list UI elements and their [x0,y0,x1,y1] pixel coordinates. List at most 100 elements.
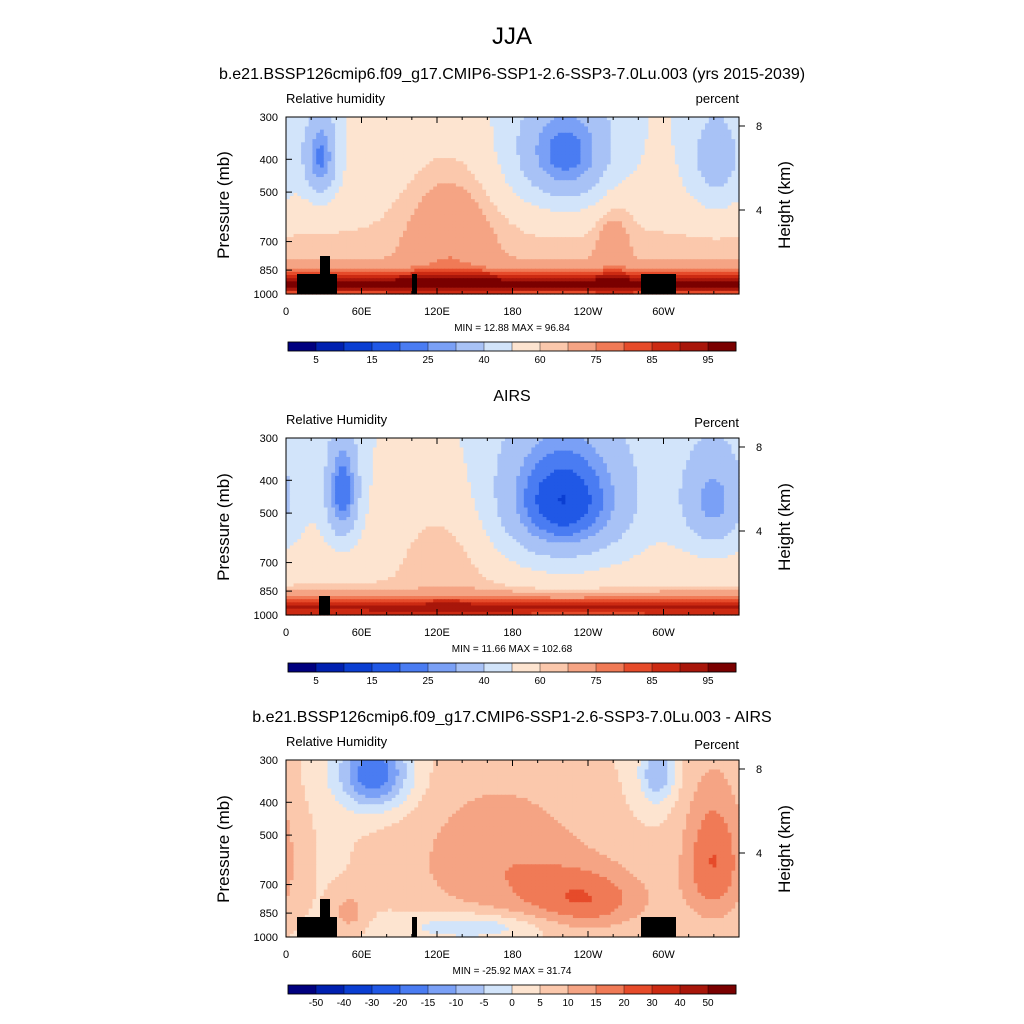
terrain-africa-peak [320,256,330,294]
x-tick-label: 120W [574,949,603,961]
colorbar-swatch [595,984,625,995]
panel-2-terrain [319,596,330,615]
y-tick-label: 300 [260,755,278,767]
colorbar-label: 95 [702,355,714,366]
colorbar-swatch [455,984,485,995]
x-tick-label: 180 [503,306,521,318]
colorbar-label: -40 [337,998,352,1009]
colorbar-label: 30 [646,998,658,1009]
colorbar-label: 75 [590,355,602,366]
colorbar-swatch [315,984,345,995]
colorbar-swatch [287,984,317,995]
terrain-africa [319,596,330,615]
y-tick-label: 1000 [254,289,278,301]
colorbar-swatch [427,984,457,995]
panel-2-plot-area: 0 60E 120E 180 120W 60W 300 400 500 700 850 1000 8 4 [254,433,763,639]
terrain-maritime [412,274,417,294]
panel-2-ylabel-right: Height (km) [775,483,794,571]
terrain-andes [641,274,676,294]
y-tick-label: 400 [260,154,278,166]
y-tick-label: 300 [260,433,278,445]
y-tick-label: 700 [260,558,278,570]
panel-1-plot-area: 0 60E 120E 180 120W 60W 300 400 500 700 850 1000 8 4 [254,112,763,318]
x-tick-label: 120E [424,627,450,639]
x-tick-label: 180 [503,949,521,961]
height-tick-label: 4 [756,848,762,860]
y-tick-label: 400 [260,475,278,487]
panel-3-title: b.e21.BSSP126cmip6.f09_g17.CMIP6-SSP1-2.… [252,709,771,726]
x-tick-label: 0 [283,627,289,639]
colorbar-swatch [539,984,569,995]
colorbar-swatch [539,662,569,673]
colorbar-swatch [679,662,709,673]
colorbar-swatch [623,984,653,995]
colorbar-swatch [483,662,513,673]
colorbar-swatch [343,662,373,673]
panel-2-right-label: Percent [694,415,739,430]
panel-1-left-label: Relative humidity [286,91,385,106]
colorbar-label: 60 [534,676,546,687]
y-tick-label: 300 [260,112,278,124]
panel-2-colorbar: 5 15 25 40 60 75 85 95 [287,662,737,687]
colorbar-swatch [399,662,429,673]
colorbar-label: 5 [313,355,319,366]
terrain-africa-base [297,274,337,294]
panel-1-terrain [297,256,676,294]
x-tick-label: 60E [352,306,372,318]
colorbar-label: 40 [478,355,490,366]
colorbar-label: -50 [309,998,324,1009]
colorbar-label: 85 [646,676,658,687]
colorbar-label: 5 [537,998,543,1009]
colorbar-swatch [287,662,317,673]
colorbar-label: 15 [366,676,378,687]
height-tick-label: 8 [756,121,762,133]
panel-1: b.e21.BSSP126cmip6.f09_g17.CMIP6-SSP1-2.… [214,66,805,366]
colorbar-label: 25 [422,355,434,366]
colorbar-frame [287,341,737,352]
colorbar-swatch [651,984,681,995]
colorbar-swatch [623,341,653,352]
y-tick-label: 1000 [254,932,278,944]
panel-2: AIRS Relative Humidity Percent 0 60E 120E 1… [214,388,794,687]
panel-2-left-label: Relative Humidity [286,412,388,427]
x-tick-label: 60E [352,627,372,639]
y-tick-label: 1000 [254,610,278,622]
colorbar-swatch [287,341,317,352]
panel-3-ylabel-right: Height (km) [775,805,794,893]
panel-2-title: AIRS [493,388,530,405]
panel-3: b.e21.BSSP126cmip6.f09_g17.CMIP6-SSP1-2.… [214,709,794,1009]
colorbar-label: 25 [422,676,434,687]
x-tick-label: 0 [283,306,289,318]
panel-2-contour-field [286,438,740,616]
colorbar-label: 15 [590,998,602,1009]
colorbar-swatch [427,662,457,673]
colorbar-label: 5 [313,676,319,687]
colorbar-label: 85 [646,355,658,366]
colorbar-swatch [511,341,541,352]
colorbar-swatch [427,341,457,352]
colorbar-swatch [455,662,485,673]
panel-3-ylabel: Pressure (mb) [214,795,233,903]
height-tick-label: 4 [756,205,762,217]
colorbar-label: 75 [590,676,602,687]
terrain-africa-peak [320,899,330,937]
colorbar-swatch [567,662,597,673]
colorbar-swatch [483,984,513,995]
x-tick-label: 180 [503,627,521,639]
colorbar-swatch [371,662,401,673]
colorbar-label: -5 [480,998,489,1009]
colorbar-swatch [567,341,597,352]
panel-1-title: b.e21.BSSP126cmip6.f09_g17.CMIP6-SSP1-2.… [219,66,805,83]
colorbar-label: 60 [534,355,546,366]
y-tick-label: 700 [260,237,278,249]
colorbar-label: 40 [478,676,490,687]
terrain-andes [641,917,676,937]
colorbar-label: 0 [509,998,515,1009]
colorbar-swatch [315,662,345,673]
terrain-maritime [412,917,417,937]
colorbar-swatch [539,341,569,352]
panel-3-terrain [297,899,676,937]
panel-1-ylabel: Pressure (mb) [214,151,233,259]
colorbar-swatch [455,341,485,352]
colorbar-label: 10 [562,998,574,1009]
